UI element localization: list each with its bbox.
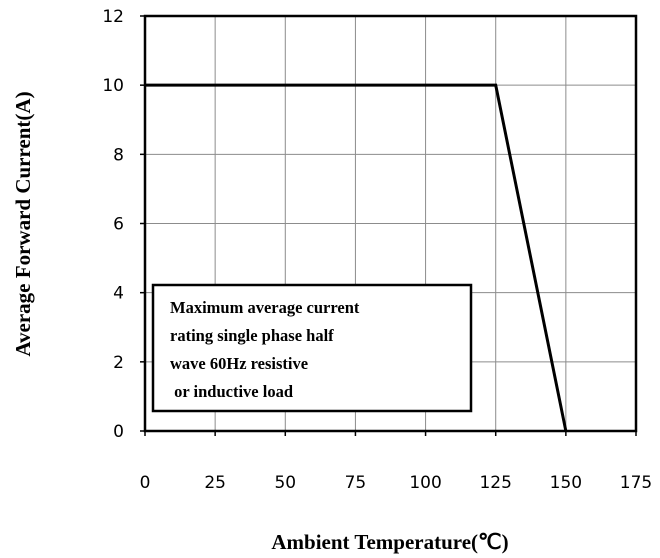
derating-curve bbox=[145, 83, 568, 432]
annotation-box-frame bbox=[151, 283, 473, 413]
y-tick-label: 8 bbox=[113, 145, 124, 165]
y-axis-title: Average Forward Current(A) bbox=[11, 91, 35, 356]
series-layer bbox=[145, 83, 568, 432]
x-tick-label: 100 bbox=[409, 473, 441, 493]
annotation-line: or inductive load bbox=[170, 382, 293, 401]
x-tick-label: 125 bbox=[479, 473, 511, 493]
x-tick-label: 150 bbox=[550, 473, 582, 493]
annotation-line: Maximum average current bbox=[170, 298, 360, 317]
annotation-box: Maximum average current rating single ph… bbox=[151, 283, 473, 413]
x-tick-label: 25 bbox=[204, 473, 226, 493]
annotation-line: rating single phase half bbox=[170, 326, 334, 345]
y-tick-label: 4 bbox=[113, 284, 124, 304]
x-axis-title: Ambient Temperature(℃) bbox=[271, 530, 508, 554]
y-tick-label: 10 bbox=[102, 76, 124, 96]
x-tick-label: 75 bbox=[345, 473, 367, 493]
x-axis-ticks: 0 25 50 75 100 125 150 175 bbox=[140, 431, 652, 493]
x-tick-label: 50 bbox=[274, 473, 296, 493]
y-axis-ticks: 0 2 4 6 8 10 12 bbox=[102, 7, 145, 442]
y-tick-label: 0 bbox=[113, 422, 124, 442]
x-tick-label: 175 bbox=[620, 473, 652, 493]
y-tick-label: 2 bbox=[113, 353, 124, 373]
y-tick-label: 12 bbox=[102, 7, 124, 27]
annotation-line: wave 60Hz resistive bbox=[170, 354, 308, 373]
x-tick-label: 0 bbox=[140, 473, 151, 493]
y-tick-label: 6 bbox=[113, 215, 124, 235]
